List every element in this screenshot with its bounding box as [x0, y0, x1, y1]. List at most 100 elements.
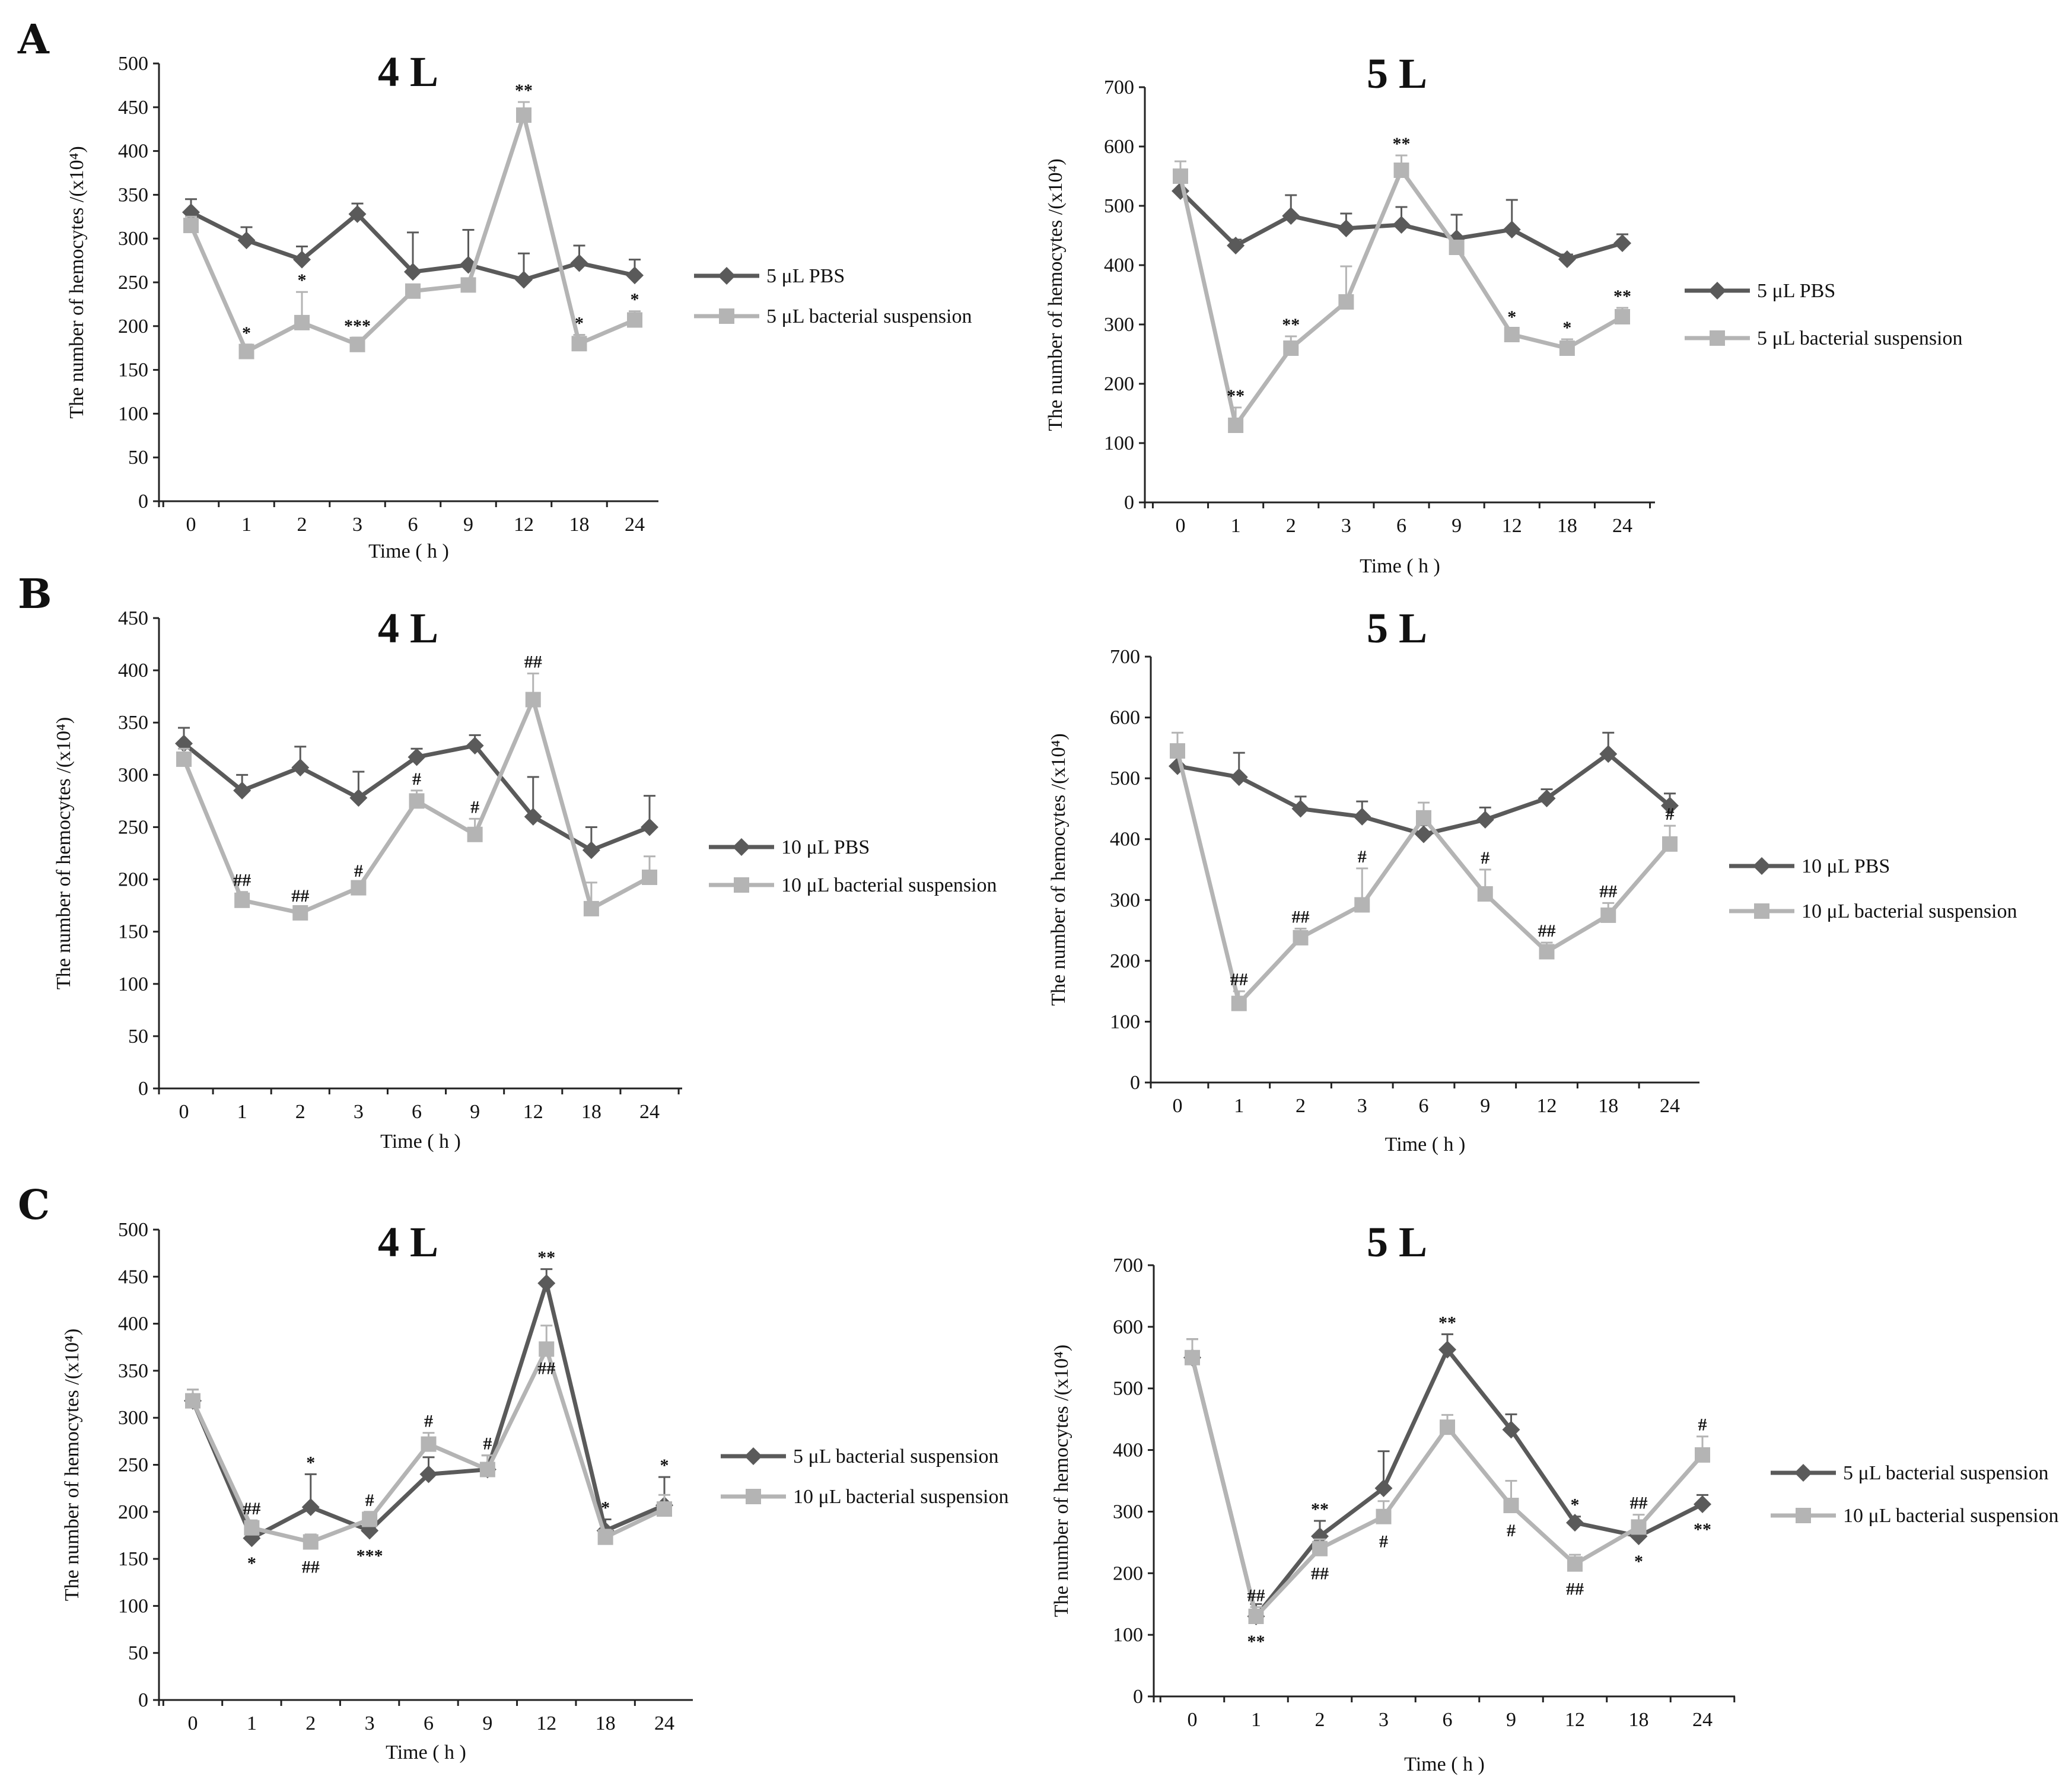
y-tick-label: 400: [1110, 829, 1140, 851]
chart-title: 4 L: [378, 1218, 438, 1266]
legend-marker: [1710, 330, 1725, 346]
y-tick-label: 100: [1104, 432, 1134, 454]
data-point: [642, 870, 657, 886]
significance-label: #: [1481, 848, 1489, 868]
y-tick-label: 100: [118, 1595, 148, 1617]
x-tick-label: 6: [408, 514, 418, 536]
x-tick-label: 6: [1443, 1709, 1453, 1731]
x-axis-label: Time ( h ): [1360, 555, 1440, 577]
legend-label: 10 μL bacterial suspension: [793, 1486, 1009, 1508]
data-point: [1615, 309, 1630, 324]
data-point: [1502, 1421, 1520, 1439]
y-tick-label: 300: [118, 764, 148, 786]
significance-label: *: [1507, 307, 1516, 327]
data-point: [408, 748, 426, 766]
x-tick-label: 0: [1188, 1709, 1198, 1731]
y-tick-label: 200: [1113, 1562, 1143, 1584]
data-point: [1353, 807, 1371, 826]
y-tick-label: 350: [118, 184, 148, 206]
y-tick-label: 450: [118, 97, 148, 119]
y-tick-label: 300: [1110, 889, 1140, 911]
data-point: [1393, 163, 1409, 178]
data-point: [460, 277, 476, 293]
y-tick-label: 700: [1110, 646, 1140, 668]
y-tick-label: 250: [118, 272, 148, 294]
x-tick-label: 2: [297, 514, 307, 536]
panel-letter-b: B: [18, 571, 52, 618]
y-tick-label: 300: [118, 1407, 148, 1429]
significance-label: #: [483, 1434, 492, 1454]
legend-label: 10 μL bacterial suspension: [781, 874, 997, 896]
significance-label: ##: [1247, 1586, 1265, 1605]
x-tick-label: 1: [241, 514, 252, 536]
data-point: [1312, 1540, 1328, 1556]
legend-label: 5 μL bacterial suspension: [766, 305, 972, 327]
significance-label: **: [515, 81, 533, 100]
chart-title: 5 L: [1367, 1218, 1427, 1266]
significance-label: **: [1227, 386, 1245, 406]
x-tick-label: 9: [482, 1712, 492, 1734]
y-tick-label: 150: [118, 921, 148, 943]
data-point: [244, 1520, 260, 1536]
x-tick-label: 2: [305, 1712, 316, 1734]
data-point: [539, 1341, 555, 1357]
significance-label: #: [424, 1412, 433, 1431]
x-tick-label: 2: [1286, 515, 1296, 537]
data-point: [421, 1436, 437, 1452]
significance-label: ##: [1311, 1564, 1329, 1584]
x-tick-label: 3: [352, 514, 362, 536]
data-point: [571, 336, 587, 352]
chart-title: 5 L: [1367, 604, 1427, 652]
data-point: [1376, 1508, 1392, 1524]
legend-label: 5 μL PBS: [766, 265, 845, 287]
y-tick-label: 400: [118, 660, 148, 682]
y-tick-label: 0: [138, 491, 148, 512]
data-point: [1227, 237, 1245, 254]
x-tick-label: 18: [1557, 515, 1577, 537]
x-tick-label: 12: [523, 1101, 543, 1123]
x-axis-label: Time ( h ): [1385, 1134, 1466, 1155]
data-point: [525, 692, 541, 708]
x-tick-label: 0: [186, 514, 196, 536]
legend-marker: [744, 1447, 762, 1465]
x-axis-label: Time ( h ): [380, 1131, 461, 1153]
x-axis-label: Time ( h ): [368, 540, 449, 562]
y-tick-label: 500: [1113, 1378, 1143, 1400]
x-tick-label: 1: [1234, 1095, 1244, 1117]
data-point: [1337, 219, 1355, 237]
data-point: [1173, 168, 1188, 184]
legend-label: 10 μL bacterial suspension: [1802, 900, 2017, 922]
data-point: [238, 343, 254, 359]
series-first: [1169, 731, 1679, 843]
y-tick-label: 150: [118, 359, 148, 381]
data-point: [183, 218, 199, 234]
data-point: [1694, 1495, 1711, 1513]
data-point: [537, 1274, 556, 1292]
x-tick-label: 1: [1231, 515, 1241, 537]
data-point: [1282, 207, 1300, 225]
y-tick-label: 400: [1113, 1440, 1143, 1462]
y-tick-label: 600: [1113, 1316, 1143, 1338]
data-point: [291, 758, 310, 776]
x-axis-label: Time ( h ): [1404, 1753, 1485, 1775]
significance-label: **: [1438, 1313, 1456, 1332]
data-point: [1558, 250, 1576, 268]
x-tick-label: 3: [354, 1101, 364, 1123]
x-tick-label: 18: [1598, 1095, 1618, 1117]
y-tick-label: 600: [1110, 707, 1140, 729]
data-point: [1228, 418, 1244, 433]
significance-label: *: [601, 1498, 610, 1517]
x-tick-label: 12: [1502, 515, 1522, 537]
x-tick-label: 18: [569, 514, 590, 536]
significance-label: #: [354, 861, 363, 881]
legend-marker: [1708, 282, 1726, 300]
data-point: [362, 1511, 378, 1527]
y-tick-label: 0: [1133, 1686, 1143, 1708]
significance-label: ##: [537, 1358, 555, 1378]
panel-letter-c: C: [18, 1182, 50, 1229]
data-point: [1170, 743, 1185, 759]
y-tick-label: 300: [1113, 1501, 1143, 1523]
data-point: [409, 793, 425, 809]
x-tick-label: 1: [237, 1101, 247, 1123]
